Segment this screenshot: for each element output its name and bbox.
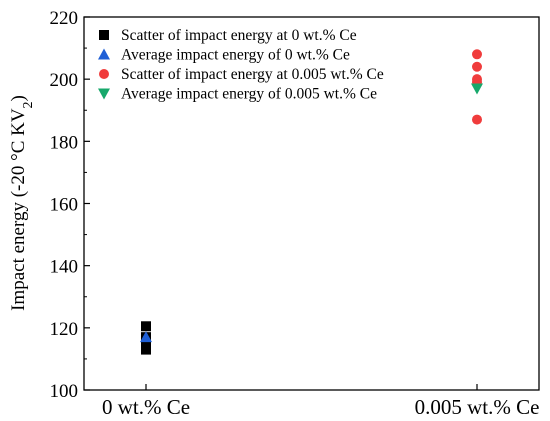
legend-label: Scatter of impact energy at 0 wt.% Ce <box>121 27 357 44</box>
x-axis-ticks: 0 wt.% Ce 0.005 wt.% Ce <box>102 384 539 419</box>
x-category-label: 0 wt.% Ce <box>102 395 190 419</box>
legend-label: Average impact energy of 0 wt.% Ce <box>121 47 350 64</box>
y-tick-label: 180 <box>50 132 79 153</box>
data-point <box>472 61 482 72</box>
y-axis-title-main: Impact energy (-20 °C KV <box>8 108 29 311</box>
series-1 <box>140 331 152 343</box>
y-axis-title-subscript: 2 <box>21 101 36 108</box>
legend-label: Scatter of impact energy at 0.005 wt.% C… <box>121 66 384 83</box>
data-point <box>141 321 151 332</box>
y-tick-label: 200 <box>50 70 79 91</box>
data-points <box>140 49 483 355</box>
legend-marker <box>98 88 110 100</box>
data-point <box>471 83 483 95</box>
y-tick-label: 160 <box>50 195 79 216</box>
data-point <box>472 114 482 125</box>
legend: Scatter of impact energy at 0 wt.% Ce Ave… <box>98 27 384 103</box>
legend-marker <box>99 69 109 79</box>
y-tick-label: 140 <box>50 257 79 278</box>
y-axis-title-close: ) <box>8 95 29 101</box>
legend-marker <box>98 48 110 60</box>
data-point <box>141 344 151 355</box>
legend-marker <box>99 30 109 40</box>
legend-label: Average impact energy of 0.005 wt.% Ce <box>121 86 377 103</box>
data-point <box>140 331 152 343</box>
y-axis-ticks: 100 120 140 160 180 200 220 <box>50 8 90 402</box>
y-tick-label: 220 <box>50 8 79 29</box>
y-axis-title: Impact energy (-20 °C KV2) <box>8 95 36 311</box>
series-3 <box>471 83 483 95</box>
data-point <box>472 49 482 60</box>
data-point <box>141 338 151 349</box>
x-category-label: 0.005 wt.% Ce <box>415 395 540 419</box>
y-tick-label: 120 <box>50 319 79 340</box>
y-tick-label: 100 <box>50 381 79 402</box>
